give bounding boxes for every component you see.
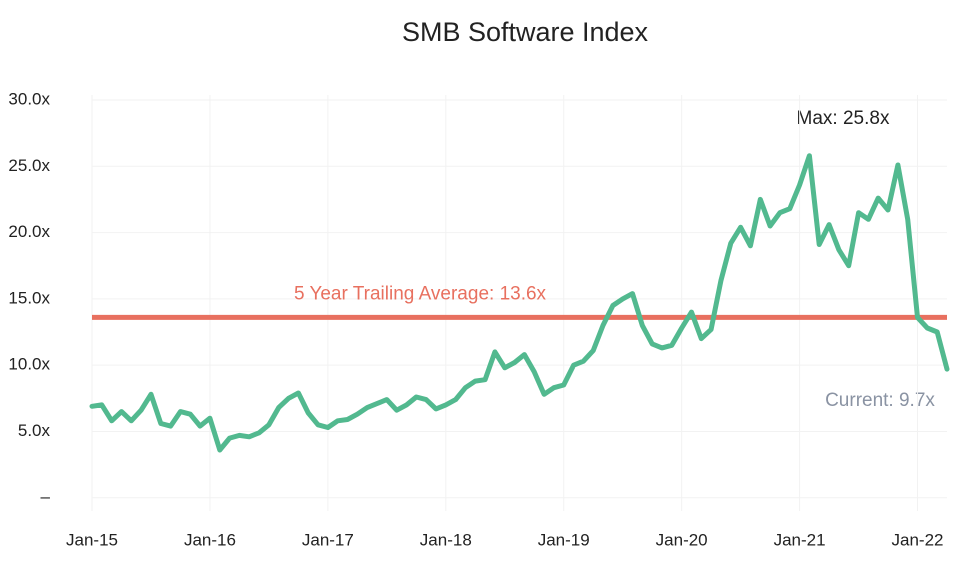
x-tick-label: Jan-16: [184, 530, 236, 549]
x-tick-label: Jan-18: [420, 530, 472, 549]
x-tick-label: Jan-17: [302, 530, 354, 549]
series-line: [89, 153, 950, 453]
y-tick-label: 10.0x: [8, 355, 50, 374]
y-tick-label: 20.0x: [8, 222, 50, 241]
x-tick-label: Jan-21: [774, 530, 826, 549]
y-tick-label: –: [41, 487, 51, 506]
average-label: 5 Year Trailing Average: 13.6x: [294, 283, 547, 304]
x-tick-label: Jan-15: [66, 530, 118, 549]
max-annotation: Max: 25.8x: [797, 108, 890, 129]
x-tick-label: Jan-22: [892, 530, 944, 549]
y-tick-label: 30.0x: [8, 89, 50, 108]
y-tick-label: 25.0x: [8, 156, 50, 175]
y-tick-label: 5.0x: [18, 421, 51, 440]
y-tick-label: 15.0x: [8, 288, 50, 307]
x-tick-label: Jan-20: [656, 530, 708, 549]
chart-title: SMB Software Index: [402, 17, 649, 47]
current-annotation: Current: 9.7x: [825, 390, 935, 411]
x-tick-label: Jan-19: [538, 530, 590, 549]
